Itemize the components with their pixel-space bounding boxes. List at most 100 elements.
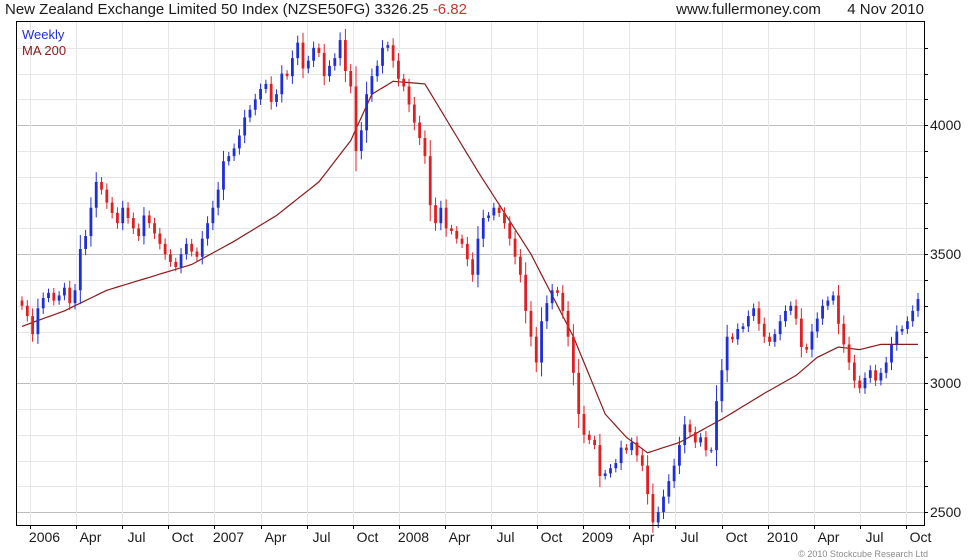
ohlc-bar <box>237 129 241 155</box>
bar-body <box>508 223 512 239</box>
bar-body <box>561 292 565 311</box>
x-tick-label: Oct <box>172 529 194 545</box>
bar-body <box>497 207 501 213</box>
ohlc-bar <box>571 324 575 386</box>
ohlc-bar <box>412 96 416 131</box>
ohlc-bar <box>211 200 215 231</box>
bar-body <box>381 47 384 66</box>
bar-body <box>810 331 814 350</box>
bar-body <box>418 122 422 139</box>
ohlc-bar <box>481 209 485 248</box>
ohlc-bar <box>656 506 660 528</box>
bar-body <box>471 259 475 275</box>
ohlc-bar <box>784 305 787 327</box>
bar-body <box>147 215 151 224</box>
ohlc-bar <box>52 287 56 306</box>
bar-body <box>275 94 278 102</box>
ohlc-bar <box>121 200 125 231</box>
ohlc-bar <box>497 203 501 218</box>
ohlc-bar <box>826 296 830 310</box>
ohlc-bar <box>625 444 628 454</box>
ohlc-bar <box>116 207 119 229</box>
ohlc-bar <box>890 336 893 371</box>
bar-body <box>534 336 538 363</box>
x-tick-label: Apr <box>818 529 840 545</box>
bar-body <box>789 305 793 311</box>
bar-body <box>47 292 50 299</box>
bar-body <box>736 328 740 340</box>
bar-body <box>153 223 156 234</box>
ohlc-bar <box>651 483 655 533</box>
ohlc-bar <box>646 455 650 505</box>
bar-body <box>884 362 888 373</box>
bar-body <box>566 310 570 337</box>
bar-body <box>667 481 671 497</box>
bar-body <box>593 439 596 446</box>
x-tick-label: 2007 <box>213 529 244 545</box>
legend-weekly: Weekly <box>22 27 65 42</box>
bar-body <box>407 86 411 105</box>
bar-body <box>556 290 559 293</box>
bar-body <box>746 316 750 327</box>
ohlc-bar <box>253 93 257 116</box>
ohlc-bar <box>778 314 782 341</box>
ohlc-bar <box>688 419 692 438</box>
ohlc-bar <box>640 449 644 472</box>
ohlc-bar <box>423 130 427 164</box>
bar-body <box>693 432 697 443</box>
ohlc-bar <box>492 202 496 221</box>
x-tick-label: 2009 <box>582 529 613 545</box>
bar-body <box>269 83 273 102</box>
bar-body <box>41 298 45 309</box>
ohlc-bar <box>285 70 289 80</box>
chart-title: New Zealand Exchange Limited 50 Index (N… <box>5 1 467 18</box>
bar-body <box>423 138 427 157</box>
x-tick-label: Oct <box>726 529 748 545</box>
bar-body <box>550 290 554 304</box>
source-link[interactable]: www.fullermoney.com <box>676 1 821 18</box>
bar-body <box>163 243 167 255</box>
bar-body <box>169 254 172 262</box>
ohlc-bar <box>365 81 369 143</box>
bar-body <box>195 251 199 257</box>
bar-body <box>725 336 729 371</box>
ohlc-bar <box>518 249 522 283</box>
bar-body <box>651 494 655 523</box>
bar-body <box>571 336 575 373</box>
ohlc-bar <box>715 385 718 467</box>
bar-body <box>683 424 687 446</box>
bar-body <box>895 331 899 345</box>
bar-body <box>513 238 517 257</box>
bar-body <box>640 455 644 466</box>
bar-body <box>306 60 310 69</box>
ohlc-bar <box>179 247 183 274</box>
ohlc-bar <box>110 196 114 219</box>
ohlc-bar <box>868 365 872 383</box>
bar-body <box>805 347 809 350</box>
bar-body <box>752 308 756 317</box>
bar-body <box>603 473 607 476</box>
ohlc-bar <box>174 257 178 272</box>
ohlc-bar <box>84 229 88 256</box>
ohlc-bar <box>794 299 798 325</box>
ohlc-bar <box>381 40 384 74</box>
ohlc-bar <box>858 375 862 394</box>
ohlc-bar <box>375 60 379 82</box>
ohlc-bar <box>614 458 618 473</box>
bar-body <box>529 310 533 337</box>
bar-body <box>216 189 220 208</box>
bar-body <box>540 321 543 363</box>
bar-body <box>874 370 877 381</box>
bar-body <box>259 89 262 100</box>
bar-body <box>821 305 824 319</box>
ohlc-bar <box>78 235 82 305</box>
ohlc-bar <box>577 358 581 429</box>
bar-body <box>365 94 369 131</box>
bar-body <box>89 207 93 237</box>
ohlc-bar <box>837 284 840 335</box>
ohlc-bar <box>598 433 602 488</box>
ohlc-bar <box>290 50 294 84</box>
bar-body <box>116 212 119 224</box>
bar-body <box>434 205 437 224</box>
